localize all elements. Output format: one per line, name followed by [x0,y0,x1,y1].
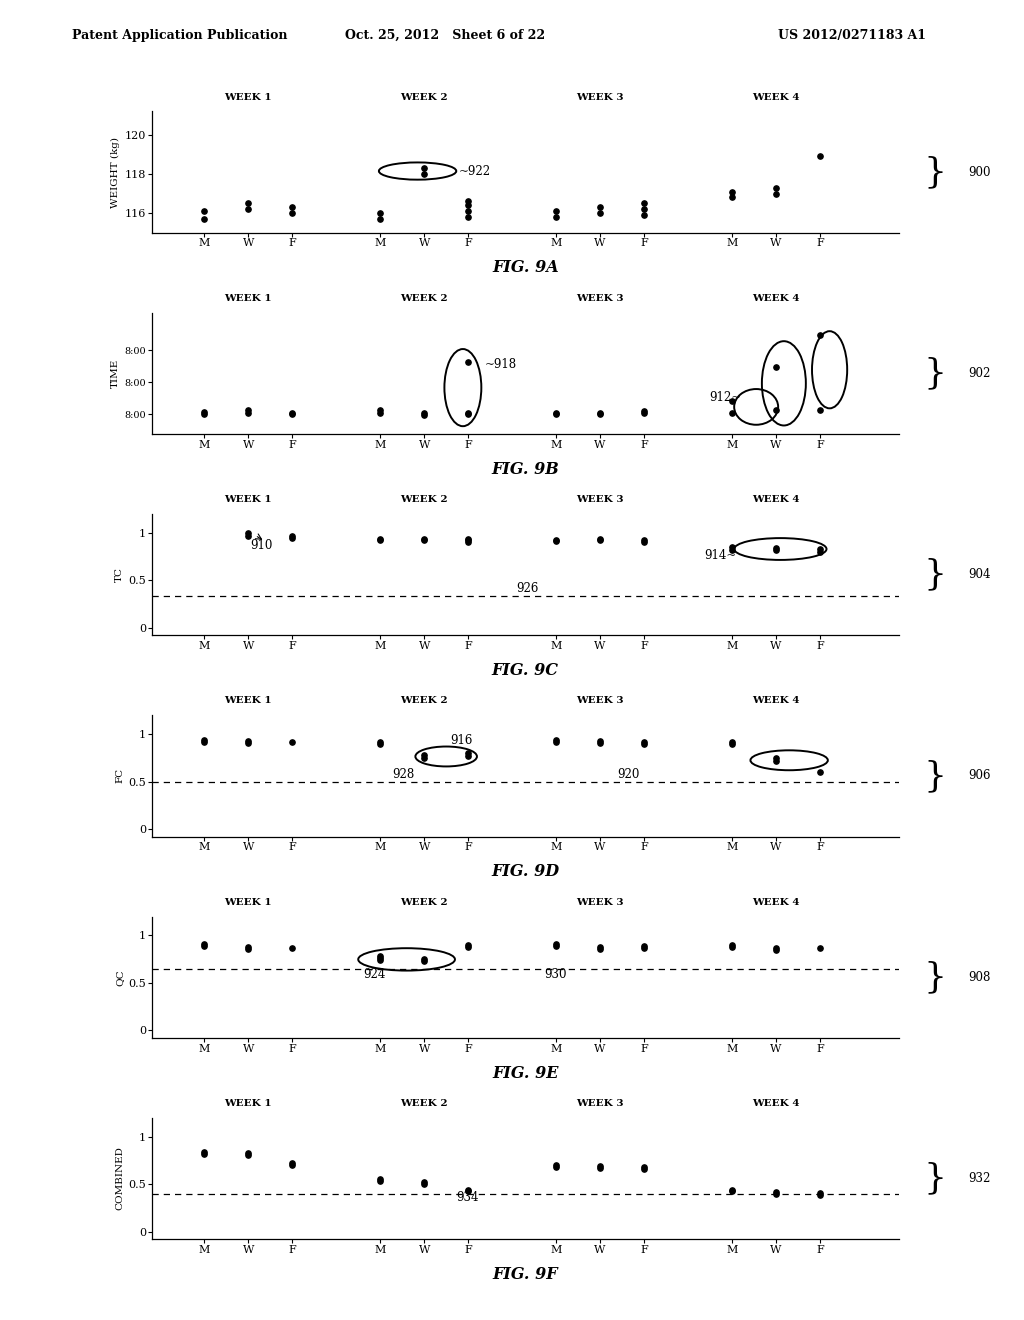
Text: }: } [923,356,946,391]
Y-axis label: TIME: TIME [112,359,120,388]
Y-axis label: QC: QC [115,969,124,986]
Text: FIG. 9B: FIG. 9B [492,461,559,478]
Text: WEEK 2: WEEK 2 [400,495,447,504]
Text: WEEK 1: WEEK 1 [224,92,272,102]
Text: WEEK 1: WEEK 1 [224,495,272,504]
Text: WEEK 1: WEEK 1 [224,898,272,907]
Text: FIG. 9F: FIG. 9F [493,1266,558,1283]
Text: 916: 916 [451,734,473,747]
Text: 926: 926 [516,582,539,595]
Text: ~922: ~922 [459,165,490,178]
Text: WEEK 2: WEEK 2 [400,294,447,302]
Text: Patent Application Publication: Patent Application Publication [72,29,287,42]
Text: }: } [923,154,946,189]
Text: }: } [923,759,946,793]
Text: 904: 904 [968,568,990,581]
Text: WEEK 4: WEEK 4 [753,697,800,705]
Text: 924: 924 [364,969,386,981]
Text: }: } [923,960,946,994]
Text: FIG. 9A: FIG. 9A [492,259,559,276]
Text: WEEK 3: WEEK 3 [577,1100,624,1107]
Text: 914~: 914~ [705,549,737,562]
Text: US 2012/0271183 A1: US 2012/0271183 A1 [778,29,927,42]
Text: WEEK 2: WEEK 2 [400,697,447,705]
Text: 912~: 912~ [709,391,741,404]
Text: 934: 934 [456,1192,478,1204]
Text: WEEK 3: WEEK 3 [577,294,624,302]
Text: FIG. 9D: FIG. 9D [492,863,559,880]
Text: WEEK 3: WEEK 3 [577,898,624,907]
Text: 932: 932 [968,1172,990,1185]
Text: WEEK 4: WEEK 4 [753,92,800,102]
Y-axis label: FC: FC [115,768,124,784]
Text: 908: 908 [968,970,990,983]
Text: 910: 910 [251,539,272,552]
Text: WEEK 4: WEEK 4 [753,294,800,302]
Text: WEEK 3: WEEK 3 [577,495,624,504]
Text: }: } [923,1162,946,1196]
Text: WEEK 4: WEEK 4 [753,495,800,504]
Text: 900: 900 [968,165,990,178]
Text: WEEK 2: WEEK 2 [400,92,447,102]
Text: FIG. 9E: FIG. 9E [493,1064,558,1081]
Text: WEEK 1: WEEK 1 [224,1100,272,1107]
Text: WEEK 3: WEEK 3 [577,92,624,102]
Text: }: } [923,557,946,591]
Text: 902: 902 [968,367,990,380]
Text: WEEK 1: WEEK 1 [224,697,272,705]
Text: ~918: ~918 [484,358,517,371]
Text: 906: 906 [968,770,990,783]
Text: WEEK 2: WEEK 2 [400,898,447,907]
Text: 928: 928 [392,768,415,781]
Y-axis label: TC: TC [115,568,124,582]
Text: FIG. 9C: FIG. 9C [492,661,559,678]
Text: WEEK 4: WEEK 4 [753,1100,800,1107]
Text: 930: 930 [544,969,566,981]
Text: WEEK 1: WEEK 1 [224,294,272,302]
Text: 920: 920 [616,768,639,781]
Y-axis label: COMBINED: COMBINED [115,1147,124,1210]
Text: WEEK 3: WEEK 3 [577,697,624,705]
Y-axis label: WEIGHT (kg): WEIGHT (kg) [112,136,121,207]
Text: WEEK 4: WEEK 4 [753,898,800,907]
Text: Oct. 25, 2012   Sheet 6 of 22: Oct. 25, 2012 Sheet 6 of 22 [345,29,546,42]
Text: WEEK 2: WEEK 2 [400,1100,447,1107]
